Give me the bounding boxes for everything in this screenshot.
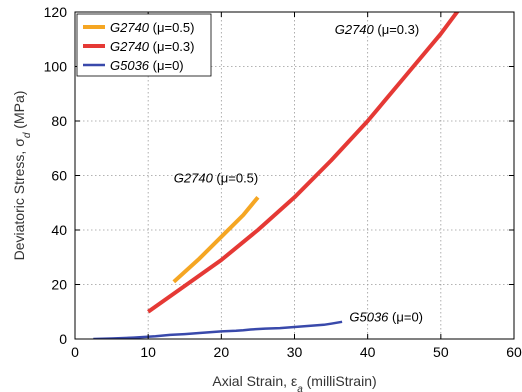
y-tick-label: 100 (44, 59, 68, 75)
y-tick-label: 40 (51, 222, 67, 238)
legend-label-2: G5036 (μ=0) (110, 58, 184, 73)
series-line-2 (93, 320, 343, 339)
annotations: G2740 (μ=0.3) G2740 (μ=0.5) G5036 (μ=0) (174, 22, 423, 324)
x-tick-label: 30 (287, 344, 303, 360)
series-line-0 (172, 196, 260, 284)
annotation-2: G5036 (μ=0) (349, 309, 423, 324)
annotation-1: G2740 (μ=0.5) (174, 170, 258, 185)
x-tick-label: 10 (140, 344, 156, 360)
axis-ticks: 0 10 20 30 40 50 60 0 20 40 60 80 100 120 (44, 4, 522, 360)
legend-label-1: G2740 (μ=0.3) (110, 39, 194, 54)
x-tick-label: 60 (506, 344, 522, 360)
x-tick-label: 20 (214, 344, 230, 360)
x-tick-label: 40 (360, 344, 376, 360)
plot-series (93, 12, 460, 339)
legend-label-0: G2740 (μ=0.5) (110, 20, 194, 35)
x-tick-label: 50 (433, 344, 449, 360)
y-tick-label: 120 (44, 4, 68, 20)
y-axis-title: Deviatoric Stress, σd (MPa) (11, 91, 33, 261)
x-tick-label: 0 (71, 344, 79, 360)
x-axis-title: Axial Strain, εa (milliStrain) (212, 373, 376, 392)
series-line-1 (147, 12, 460, 314)
annotation-0: G2740 (μ=0.3) (335, 22, 419, 37)
legend: G2740 (μ=0.5) G2740 (μ=0.3) G5036 (μ=0) (76, 13, 212, 77)
y-tick-label: 0 (59, 331, 67, 347)
y-tick-label: 80 (51, 113, 67, 129)
y-tick-label: 20 (51, 277, 67, 293)
y-tick-label: 60 (51, 168, 67, 184)
